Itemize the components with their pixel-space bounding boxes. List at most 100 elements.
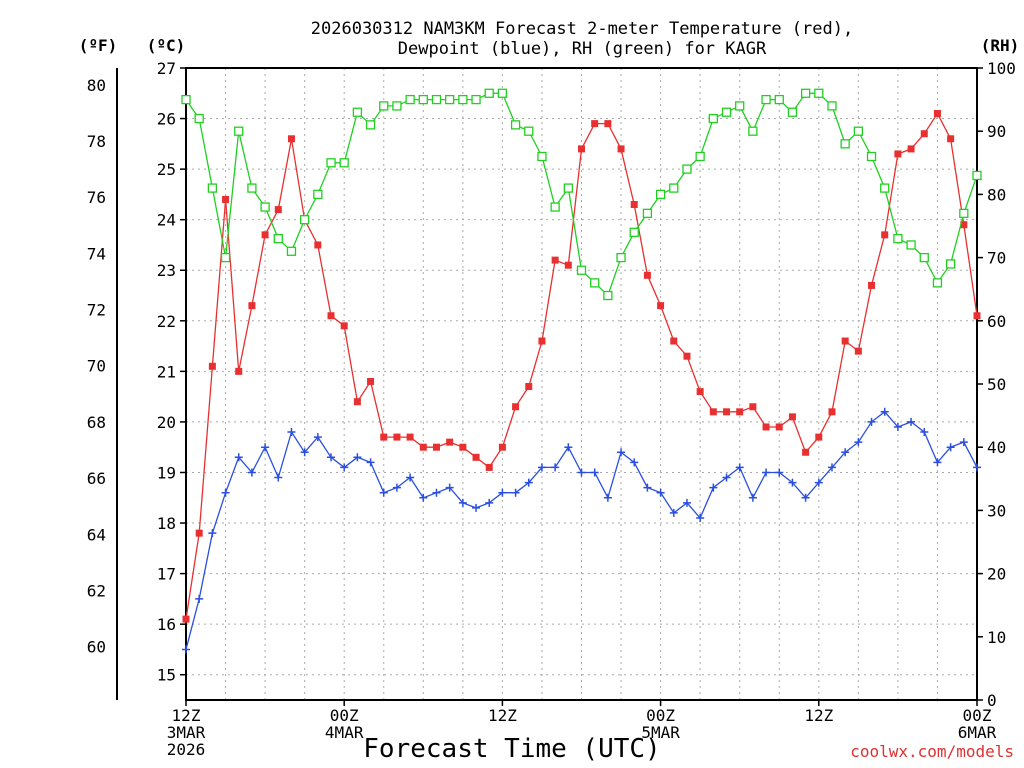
temperature-point (630, 201, 638, 209)
temperature-point (432, 443, 440, 451)
rh-point (814, 88, 824, 98)
dewpoint-point (472, 503, 481, 512)
rh-point (695, 151, 705, 162)
temperature-point (643, 271, 651, 279)
dewpoint-point (577, 468, 586, 477)
rh-tick-label: 50 (987, 375, 1006, 394)
rh-point (524, 126, 534, 136)
temperature-point (960, 221, 968, 229)
fahrenheit-tick-label: 76 (87, 188, 106, 207)
fahrenheit-tick-label: 66 (87, 469, 106, 488)
fahrenheit-tick-label: 78 (87, 132, 106, 151)
temperature-point (327, 312, 335, 320)
temperature-point (564, 261, 572, 269)
temperature-point (683, 352, 691, 360)
dewpoint-point (880, 407, 889, 416)
temperature-point (578, 145, 585, 153)
rh-point (510, 120, 521, 130)
celsius-tick-label: 19 (157, 463, 176, 482)
celsius-tick-label: 23 (157, 261, 176, 280)
dewpoint-point (485, 498, 494, 507)
rh-point (392, 101, 402, 111)
rh-point (616, 252, 626, 263)
temperature-point (854, 347, 862, 355)
data-series (181, 88, 982, 654)
credit-label: coolwx.com/models (850, 742, 1014, 761)
rh-point (669, 183, 679, 193)
rh-tick-label: 10 (987, 628, 1006, 647)
dewpoint-point (946, 443, 955, 452)
dewpoint-point (643, 483, 652, 492)
x-axis-label: Forecast Time (UTC) (363, 734, 660, 764)
temperature-point (947, 135, 955, 143)
temperature-point (881, 231, 889, 239)
temperature-point (762, 423, 770, 431)
temperature-point (551, 256, 559, 264)
temperature-point (485, 463, 493, 471)
dewpoint-point (432, 488, 441, 497)
rh-tick-label: 20 (987, 565, 1006, 584)
temperature-point (287, 135, 295, 143)
temperature-point (538, 337, 546, 345)
dewpoint-point (313, 433, 322, 442)
dewpoint-point (498, 488, 507, 497)
dewpoint-point (973, 463, 981, 472)
fahrenheit-unit-label: (ºF) (79, 36, 118, 55)
temperature-point (380, 433, 388, 441)
dewpoint-point (709, 483, 718, 492)
x-tick-label: 00Z (330, 706, 359, 725)
rh-tick-label: 100 (987, 59, 1016, 78)
dewpoint-point (696, 513, 705, 522)
x-tick-label: 12Z (804, 706, 833, 725)
rh-point (273, 233, 283, 244)
rh-point (339, 158, 349, 168)
temperature-point (195, 529, 203, 537)
dewpoint-point (788, 478, 797, 487)
temperature-point (222, 195, 230, 203)
dewpoint-point (762, 468, 771, 477)
rh-point (787, 107, 798, 117)
rh-point (906, 240, 916, 250)
rh-point (299, 215, 310, 225)
temperature-point (907, 145, 915, 153)
rh-point (260, 202, 270, 212)
dewpoint-point (524, 478, 533, 487)
rh-tick-label: 40 (987, 438, 1006, 457)
rh-point (379, 101, 389, 111)
fahrenheit-tick-label: 62 (87, 581, 106, 600)
rh-point (484, 88, 494, 98)
rh-point (800, 88, 811, 98)
rh-point (748, 126, 758, 136)
temperature-point (472, 453, 480, 461)
rh-point (893, 233, 903, 244)
temperature-point (657, 302, 665, 310)
temperature-point (973, 312, 981, 320)
rh-tick-label: 0 (987, 691, 997, 710)
rh-point (247, 183, 257, 193)
rh-point (576, 265, 587, 275)
dewpoint-point (300, 448, 309, 457)
temperature-point (314, 241, 322, 249)
dewpoint-point (221, 488, 230, 497)
rh-point (471, 94, 481, 105)
rh-point (708, 113, 718, 124)
dewpoint-point (827, 463, 836, 472)
x-tick-label: 4MAR (325, 723, 364, 742)
temperature-point (802, 448, 810, 456)
rh-point (642, 208, 653, 219)
rh-point (840, 139, 850, 149)
temperature-point (670, 337, 678, 345)
celsius-tick-label: 22 (157, 312, 176, 331)
rh-point (853, 126, 863, 136)
dewpoint-point (801, 493, 810, 502)
x-tick-label: 00Z (646, 706, 675, 725)
rh-tick-label: 90 (987, 122, 1006, 141)
x-tick-label: 12Z (488, 706, 517, 725)
rh-point (721, 107, 732, 117)
temperature-point (591, 120, 599, 128)
dewpoint-point (722, 473, 731, 482)
temperature-point (235, 367, 243, 375)
dewpoint-point (274, 473, 283, 482)
x-tick-label: 3MAR (167, 723, 206, 742)
rh-point (629, 227, 639, 237)
